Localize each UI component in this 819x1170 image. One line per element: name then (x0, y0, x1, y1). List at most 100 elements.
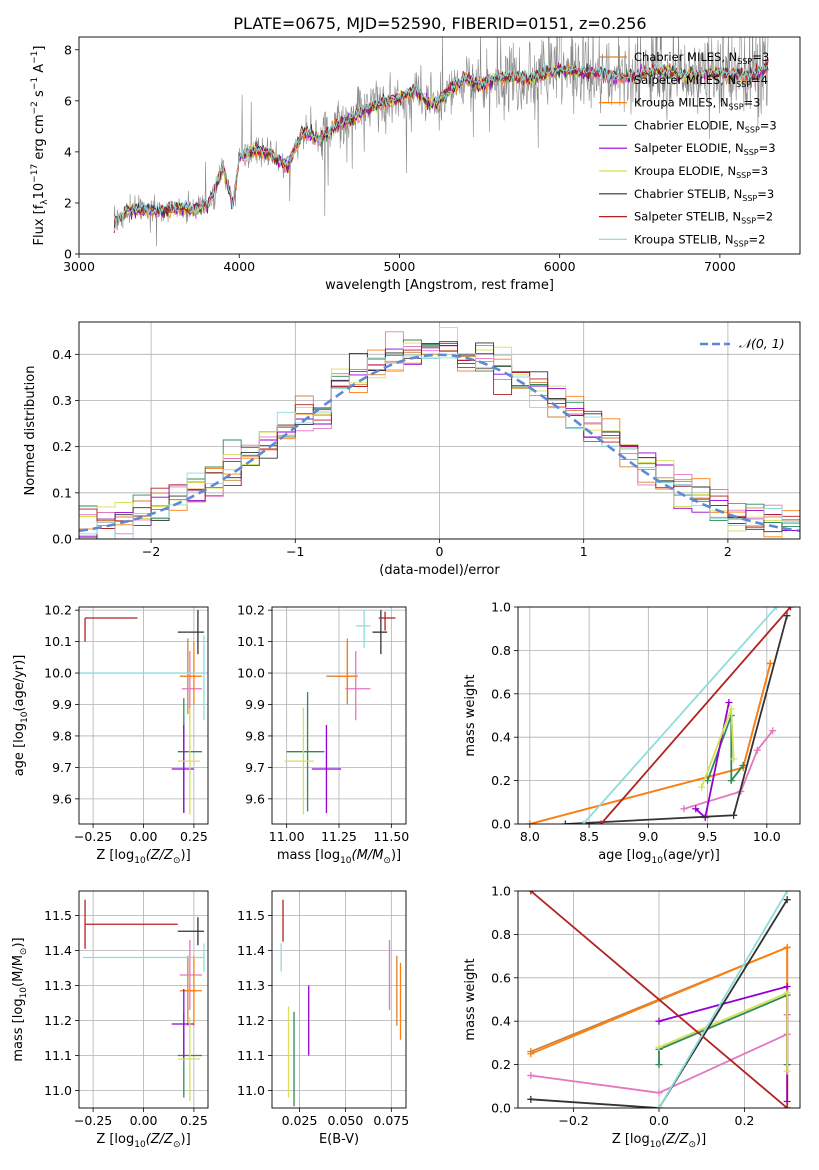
weight-series-line (658, 891, 788, 1108)
x-tick-label: 0.25 (180, 1113, 208, 1128)
y-tick-label: 9.9 (245, 697, 265, 712)
y-tick-label: 6 (64, 93, 72, 108)
label-part: 10 (340, 856, 352, 866)
histogram-frame (78, 321, 801, 540)
label-part: Chabrier MILES, N (634, 50, 737, 64)
y-axis-label: mass weight (463, 958, 478, 1040)
x-tick-label: 9.5 (698, 829, 718, 844)
x-axis-label: Z [log10(Z/Z⊙)] (612, 1132, 706, 1150)
label-part: =3 (757, 187, 774, 201)
y-tick-label: 11.3 (237, 978, 265, 993)
y-tick-label: 0.0 (52, 532, 72, 547)
y-tick-label: 1.0 (491, 600, 511, 615)
mass-vs-ebv-errorbars (280, 899, 402, 1107)
label-part: (M/M (11, 955, 26, 987)
legend-entry: 𝒩(0, 1) (739, 336, 785, 351)
label-part: ⊙ (688, 1140, 696, 1150)
label-part: mass [log (277, 848, 340, 863)
y-tick-label: 0.4 (491, 730, 511, 745)
weight-series-line (683, 730, 774, 810)
legend-entry: Kroupa STELIB, NSSP=2 (634, 232, 765, 248)
histogram-step-line (79, 343, 800, 535)
label-part: ⊙ (19, 948, 29, 956)
y-tick-label: 10.0 (44, 666, 72, 681)
weight-point-marker (753, 746, 761, 754)
age-vs-mass-axes: 11.00 11.25 11.50 9.6 9.7 9.8 9.9 10.0 10.1 10.2 (237, 603, 409, 844)
label-part: −1 (30, 51, 40, 64)
y-tick-label: 11.4 (44, 943, 72, 958)
gaussian-curve (79, 353, 800, 533)
label-part: )] (11, 937, 26, 947)
label-part: Z [log (96, 848, 134, 863)
x-tick-label: 0.2 (735, 1113, 755, 1128)
label-part: 10 (650, 1140, 662, 1150)
weight-point-marker (783, 1104, 791, 1108)
x-axis-label: age [log10(age/yr)] (598, 848, 720, 866)
weight-point-marker (527, 1050, 535, 1058)
weight-point-marker (783, 891, 791, 895)
legend-entry: Salpeter STELIB, NSSP=2 (634, 210, 773, 226)
label-part: −1 (30, 77, 40, 90)
label-part: wavelength [Angstrom, rest frame] (325, 278, 554, 293)
label-part: Kroupa STELIB, N (634, 232, 734, 246)
mass-vs-ebv-frame (271, 890, 407, 1109)
label-part: SSP (742, 194, 757, 203)
y-tick-label: 0.1 (52, 485, 72, 500)
x-tick-label: 2 (724, 544, 732, 559)
label-part: −17 (30, 164, 40, 183)
weight-point-marker (655, 1043, 663, 1051)
y-axis-label: mass [log10(M/M⊙)] (11, 937, 29, 1061)
x-tick-label: 0 (436, 544, 444, 559)
label-part: =3 (744, 96, 761, 110)
y-tick-label: 0.4 (491, 1014, 511, 1029)
label-part: E(B-V) (319, 1132, 359, 1147)
age-vs-Z-axes: −0.25 0.00 0.25 9.6 9.7 9.8 9.9 10.0 10.1 10.2 (44, 603, 208, 844)
weight-point-marker (730, 811, 738, 819)
label-part: Kroupa ELODIE, N (634, 164, 736, 178)
y-axis-label: Flux [fλ10−17 erg cm−2 s−1 A−1] (30, 46, 50, 246)
histogram-step-line (79, 331, 800, 535)
y-tick-label: 11.1 (44, 1048, 72, 1063)
label-part: 10 (134, 856, 146, 866)
y-tick-label: 0.6 (491, 686, 511, 701)
weight-series-line (530, 891, 788, 1108)
y-tick-label: 9.7 (245, 760, 265, 775)
x-tick-label: 6000 (544, 259, 576, 274)
y-tick-label: 0.2 (491, 1057, 511, 1072)
x-axis-label: (data-model)/error (379, 563, 500, 578)
weight-point-marker (783, 896, 791, 904)
legend-entry: Salpeter ELODIE, NSSP=3 (634, 141, 776, 157)
label-part: =3 (751, 164, 768, 178)
x-tick-label: 8.0 (520, 829, 540, 844)
histogram-steps (79, 326, 800, 539)
label-part: Normed distribution (23, 366, 38, 496)
weight-point-marker (680, 805, 688, 813)
y-tick-label: 0.8 (491, 643, 511, 658)
spectrum-frame (78, 36, 801, 255)
label-part: =3 (760, 118, 777, 132)
label-part: =4 (751, 73, 768, 87)
label-part: (Z/Z (146, 848, 174, 863)
label-part: =2 (756, 210, 773, 224)
spectrum-axes: 3000 4000 5000 6000 7000 0 2 4 6 8 (63, 42, 736, 274)
label-part: )] (181, 1132, 191, 1147)
weight-point-marker (692, 805, 700, 813)
plots-layer: 3000 4000 5000 6000 7000 0 2 4 6 8 wavelength [Ang… (11, 36, 801, 1150)
label-part: =3 (752, 50, 769, 64)
model-spectrum-line (113, 63, 769, 232)
y-tick-label: 0.8 (491, 927, 511, 942)
y-tick-label: 10.1 (237, 634, 265, 649)
weight-series-line (529, 663, 772, 824)
x-tick-label: 8.5 (579, 829, 599, 844)
weight-point-marker (730, 755, 738, 763)
mass-vs-Z-axes: −0.25 0.00 0.25 11.0 11.1 11.2 11.3 11.4 11.5 (44, 891, 208, 1128)
histogram-step-line (79, 342, 800, 539)
label-part: SSP (741, 217, 756, 226)
weight-point-marker (769, 727, 777, 735)
histogram-step-line (79, 345, 800, 539)
figure-title: PLATE=0675, MJD=52590, FIBERID=0151, z=0… (233, 14, 646, 33)
weight-point-marker (766, 659, 774, 667)
legend-entry: Chabrier ELODIE, NSSP=3 (634, 118, 777, 134)
y-tick-label: 2 (64, 195, 72, 210)
